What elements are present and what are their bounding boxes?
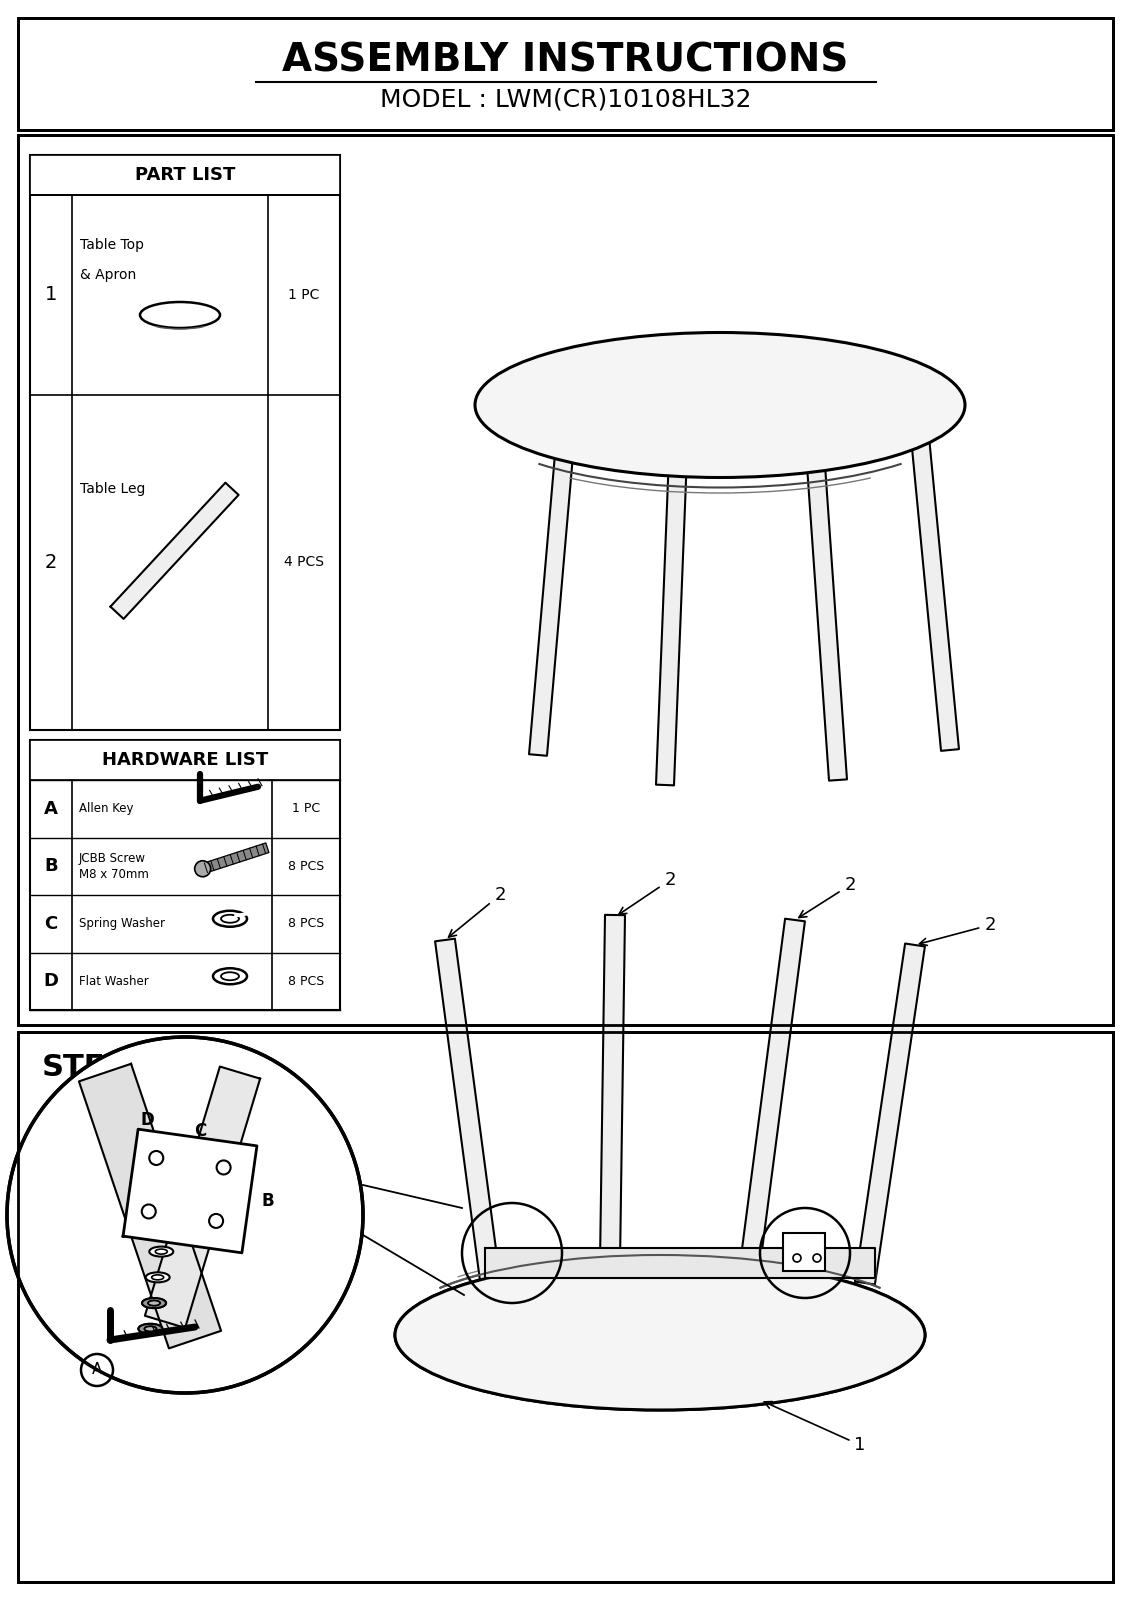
Circle shape bbox=[813, 1254, 821, 1262]
Circle shape bbox=[793, 1254, 801, 1262]
Polygon shape bbox=[111, 483, 239, 619]
Text: 2: 2 bbox=[449, 886, 506, 938]
Ellipse shape bbox=[143, 1298, 166, 1309]
Text: 1 PC: 1 PC bbox=[288, 288, 320, 302]
Text: 1: 1 bbox=[45, 285, 58, 304]
Polygon shape bbox=[806, 450, 847, 781]
Text: HARDWARE LIST: HARDWARE LIST bbox=[102, 750, 268, 770]
Text: STEP: STEP bbox=[42, 1053, 128, 1082]
Polygon shape bbox=[201, 843, 269, 874]
Polygon shape bbox=[855, 944, 925, 1285]
Text: Flat Washer: Flat Washer bbox=[79, 974, 149, 987]
Bar bbox=[31, 739, 340, 781]
Text: 2: 2 bbox=[45, 554, 58, 573]
Text: 8 PCS: 8 PCS bbox=[288, 917, 325, 930]
Ellipse shape bbox=[195, 861, 210, 877]
Polygon shape bbox=[740, 918, 805, 1266]
Bar bbox=[31, 155, 340, 195]
Text: 1 PC: 1 PC bbox=[292, 802, 320, 816]
Polygon shape bbox=[145, 1067, 260, 1328]
Ellipse shape bbox=[221, 973, 239, 981]
Bar bbox=[18, 1032, 1113, 1582]
Text: Table Leg: Table Leg bbox=[80, 482, 146, 496]
Bar bbox=[18, 134, 1113, 1026]
Circle shape bbox=[7, 1037, 363, 1394]
Ellipse shape bbox=[148, 1301, 161, 1306]
Ellipse shape bbox=[395, 1261, 925, 1410]
Text: PART LIST: PART LIST bbox=[135, 166, 235, 184]
Ellipse shape bbox=[213, 968, 247, 984]
Text: 8 PCS: 8 PCS bbox=[288, 974, 325, 987]
Text: MODEL : LWM(CR)10108HL32: MODEL : LWM(CR)10108HL32 bbox=[380, 88, 751, 112]
Circle shape bbox=[81, 1354, 113, 1386]
Ellipse shape bbox=[138, 1323, 163, 1334]
Polygon shape bbox=[79, 1064, 221, 1349]
Bar bbox=[31, 739, 340, 1010]
Text: M8 x 70mm: M8 x 70mm bbox=[79, 869, 149, 882]
Text: 2: 2 bbox=[798, 877, 856, 917]
Text: A: A bbox=[44, 800, 58, 818]
Text: D: D bbox=[140, 1110, 154, 1130]
Text: B: B bbox=[44, 858, 58, 875]
Text: 4 PCS: 4 PCS bbox=[284, 555, 323, 570]
Bar bbox=[18, 134, 1113, 1026]
Text: D: D bbox=[43, 973, 59, 990]
Ellipse shape bbox=[152, 1275, 164, 1280]
Text: 8 PCS: 8 PCS bbox=[288, 859, 325, 872]
Text: 2: 2 bbox=[920, 915, 995, 946]
Text: 1: 1 bbox=[765, 1402, 865, 1454]
Circle shape bbox=[141, 1205, 156, 1219]
Text: JCBB Screw: JCBB Screw bbox=[79, 851, 146, 864]
Polygon shape bbox=[435, 939, 500, 1282]
Text: Spring Washer: Spring Washer bbox=[79, 917, 165, 930]
Text: C: C bbox=[195, 1122, 206, 1139]
Polygon shape bbox=[656, 454, 687, 786]
Circle shape bbox=[149, 1150, 163, 1165]
Text: ASSEMBLY INSTRUCTIONS: ASSEMBLY INSTRUCTIONS bbox=[283, 42, 848, 78]
Bar bbox=[31, 155, 340, 730]
Bar bbox=[18, 1032, 1113, 1582]
Ellipse shape bbox=[221, 915, 239, 923]
Ellipse shape bbox=[475, 333, 965, 477]
Text: A: A bbox=[92, 1363, 102, 1378]
Text: C: C bbox=[44, 915, 58, 933]
Bar bbox=[18, 18, 1113, 130]
Circle shape bbox=[217, 1160, 231, 1174]
Ellipse shape bbox=[145, 1326, 156, 1331]
Circle shape bbox=[209, 1214, 223, 1227]
Ellipse shape bbox=[146, 1272, 170, 1282]
Ellipse shape bbox=[138, 1323, 163, 1334]
Text: B: B bbox=[261, 1192, 274, 1210]
Polygon shape bbox=[529, 442, 573, 755]
Ellipse shape bbox=[149, 1246, 173, 1256]
Polygon shape bbox=[123, 1130, 257, 1253]
Text: 1: 1 bbox=[122, 1042, 153, 1088]
Bar bbox=[783, 1234, 824, 1270]
Ellipse shape bbox=[395, 1261, 925, 1410]
Polygon shape bbox=[601, 915, 625, 1262]
Text: & Apron: & Apron bbox=[80, 267, 136, 282]
Text: Table Top: Table Top bbox=[80, 238, 144, 251]
Text: Allen Key: Allen Key bbox=[79, 802, 133, 816]
Polygon shape bbox=[912, 437, 959, 750]
Ellipse shape bbox=[140, 302, 221, 328]
Ellipse shape bbox=[213, 910, 247, 926]
Polygon shape bbox=[485, 1248, 875, 1278]
Ellipse shape bbox=[145, 1326, 156, 1331]
Ellipse shape bbox=[143, 1298, 166, 1309]
Ellipse shape bbox=[155, 1250, 167, 1254]
Ellipse shape bbox=[148, 1301, 161, 1306]
Text: 2: 2 bbox=[619, 870, 675, 915]
Bar bbox=[18, 18, 1113, 130]
